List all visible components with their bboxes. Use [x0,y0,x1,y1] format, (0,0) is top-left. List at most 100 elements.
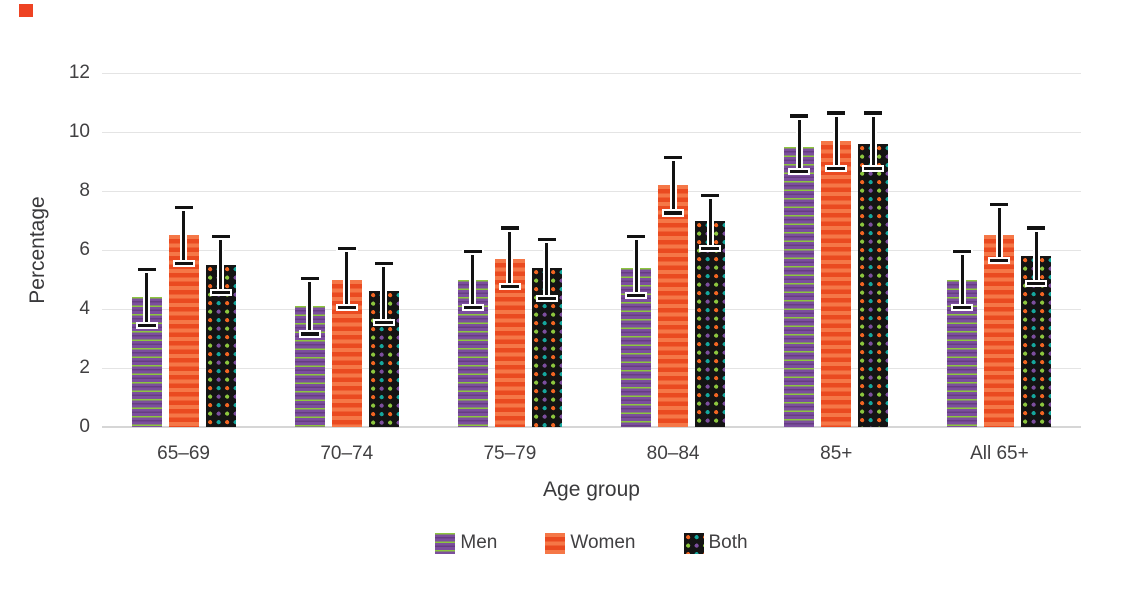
error-bar-cap-top [211,235,230,239]
bar-women-80–84 [658,185,689,427]
bar-men-85+ [784,146,815,427]
plot-area [102,73,1081,428]
y-tick-label-12: 12 [68,62,90,83]
error-bar-cap-bottom [374,320,393,324]
error-bar-cap-bottom [174,261,193,265]
error-bar-cap-top [701,193,720,198]
error-bar-men-All 65+ [947,250,977,309]
x-tick-label-85+: 85+ [820,443,853,464]
error-bar-cap-bottom [990,258,1009,262]
error-bar-cap-top [864,111,883,115]
error-bar-cap-bottom [864,167,883,171]
error-bar-women-80–84 [658,155,688,215]
bar-women-65–69 [168,235,199,427]
error-bar-stem [960,251,964,308]
corner-square-decoration [19,4,33,17]
error-bar-cap-bottom [664,211,683,215]
bar-group-70–74 [265,73,428,427]
error-bar-stem [671,156,675,214]
error-bar-women-70–74 [332,247,362,309]
error-bar-cap-top [300,276,319,280]
error-bar-stem [219,236,223,294]
error-bar-cap-top [827,111,846,115]
bar-both-All 65+ [1021,255,1052,427]
x-axis-line [102,426,1081,428]
error-bar-cap-bottom [827,167,846,171]
gridline-4 [102,309,1081,310]
y-tick-label-6: 6 [79,239,90,260]
error-bar-cap-top [500,226,519,230]
y-tick-label-4: 4 [79,298,90,319]
error-bar-cap-top [174,205,193,209]
error-bar-stem [708,194,712,249]
error-bar-stem [834,112,838,170]
error-bar-stem [145,268,149,326]
y-tick-label-2: 2 [79,357,90,378]
y-tick-label-8: 8 [79,180,90,201]
legend-swatch-both [683,532,704,554]
x-tick-label-80–84: 80–84 [646,443,700,464]
error-bar-cap-bottom [463,305,482,309]
error-bar-cap-bottom [137,323,156,327]
error-bar-cap-bottom [211,291,230,295]
error-bar-cap-bottom [701,246,720,250]
bar-women-85+ [821,140,852,427]
legend-swatch-men [435,532,456,554]
error-bar-cap-top [374,261,393,265]
error-bar-stem [1034,227,1038,285]
error-bar-both-80–84 [695,193,725,250]
bar-both-80–84 [695,220,726,427]
error-bar-both-75–79 [532,238,562,301]
error-bar-cap-bottom [337,305,356,309]
y-tick-label-0: 0 [79,416,90,437]
bar-both-85+ [858,143,889,427]
error-bar-cap-bottom [537,296,556,301]
error-bar-both-65–69 [206,235,236,295]
error-bar-cap-top [790,114,809,118]
bar-group-All 65+ [918,73,1081,427]
error-bar-both-70–74 [369,261,399,324]
gridline-2 [102,368,1081,369]
error-bar-stem [797,115,801,173]
x-tick-label-75–79: 75–79 [483,443,537,464]
gridline-6 [102,250,1081,251]
error-bar-stem [997,203,1001,261]
error-bar-both-85+ [858,111,888,171]
error-bar-men-65–69 [132,267,162,327]
legend-item-men: Men [435,532,497,554]
error-bar-stem [382,262,386,323]
gridline-10 [102,132,1081,133]
error-bar-cap-top [537,238,556,242]
error-bar-men-75–79 [458,250,488,309]
error-bar-cap-top [953,250,972,254]
x-tick-label-70–74: 70–74 [320,443,374,464]
error-bar-both-All 65+ [1021,226,1051,286]
legend-label-women: Women [570,532,636,553]
x-tick-label-65–69: 65–69 [157,443,210,464]
error-bar-stem [471,251,475,308]
error-bar-cap-top [1027,226,1046,230]
legend: Men Women Both [102,532,1081,554]
error-bar-cap-bottom [953,305,972,309]
error-bar-stem [508,227,512,288]
error-bar-men-85+ [784,114,814,174]
x-tick-label-All 65+: All 65+ [970,443,1029,464]
legend-label-men: Men [460,532,498,553]
error-bar-cap-bottom [500,285,519,289]
error-bar-cap-top [990,202,1009,206]
legend-item-women: Women [545,532,636,554]
error-bar-women-65–69 [169,205,199,265]
error-bar-cap-top [463,250,482,254]
error-bar-cap-bottom [790,170,809,174]
error-bar-cap-top [664,155,683,159]
bar-women-All 65+ [984,235,1015,427]
y-tick-label-10: 10 [68,121,90,142]
bar-group-85+ [755,73,918,427]
error-bar-cap-bottom [627,294,646,298]
error-bar-women-85+ [821,111,851,171]
error-bar-women-All 65+ [984,202,1014,262]
error-bar-stem [871,112,875,170]
error-bar-cap-top [137,267,156,271]
bar-group-80–84 [592,73,755,427]
